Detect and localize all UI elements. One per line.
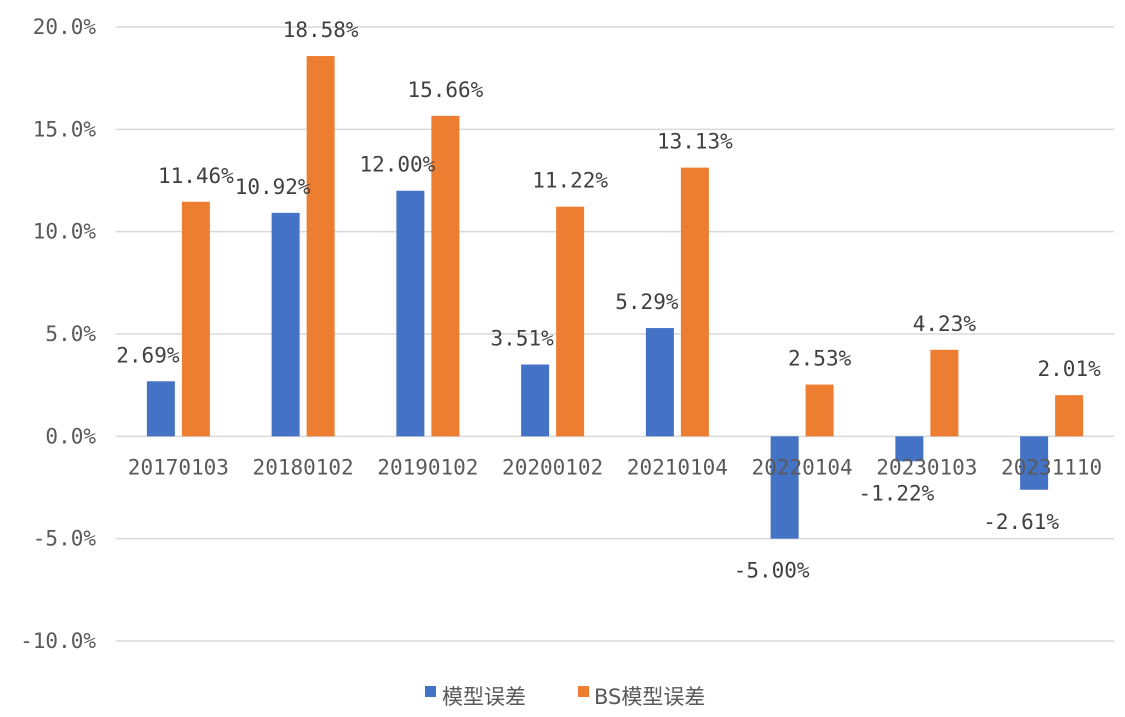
bar-model-error <box>645 328 674 437</box>
bar-model-error <box>770 436 799 539</box>
data-label-model-error: 2.69% <box>116 343 180 367</box>
bar-model-error <box>521 364 550 437</box>
data-label-bs-model-error: 11.46% <box>158 164 234 188</box>
bar-model-error <box>1020 436 1049 490</box>
bar-model-error <box>271 212 300 437</box>
data-label-model-error: -1.22% <box>858 481 934 505</box>
x-tick-label: 20231110 <box>1001 455 1102 479</box>
data-label-bs-model-error: 11.22% <box>532 169 608 193</box>
x-tick-label: 20200102 <box>502 455 603 479</box>
bar-bs-model-error <box>1055 395 1084 437</box>
x-axis-ticks: 20170103 20180102 20190102 20200102 20210104… <box>128 455 1102 479</box>
y-axis-ticks: 20.0% 15.0% 10.0% 5.0% 0.0% -5.0% -10.0% <box>20 15 96 653</box>
bar-bs-model-error <box>181 201 210 437</box>
data-label-bs-model-error: 13.13% <box>657 130 733 154</box>
legend-swatch-bs-model-error <box>578 686 589 697</box>
y-tick-label: 0.0% <box>45 424 96 448</box>
data-label-model-error: 3.51% <box>491 326 555 350</box>
x-tick-label: 20230103 <box>876 455 977 479</box>
legend-label-bs-model-error: BS模型误差 <box>594 685 705 709</box>
y-tick-label: 20.0% <box>33 15 97 39</box>
bar-bs-model-error <box>930 349 959 437</box>
data-labels: 2.69% 11.46% 10.92% 18.58% 12.00% 15.66% 3.51%… <box>116 18 1101 583</box>
data-label-bs-model-error: 15.66% <box>407 78 483 102</box>
bar-model-error <box>396 190 425 437</box>
legend: 模型误差 BS模型误差 <box>425 685 705 709</box>
y-tick-label: 5.0% <box>45 322 96 346</box>
data-label-bs-model-error: 2.53% <box>788 347 852 371</box>
data-label-bs-model-error: 18.58% <box>283 18 359 42</box>
bars <box>146 56 1084 539</box>
x-tick-label: 20220104 <box>752 455 853 479</box>
legend-swatch-model-error <box>425 686 436 697</box>
bar-bs-model-error <box>805 384 834 437</box>
y-tick-label: 10.0% <box>33 220 97 244</box>
legend-label-model-error: 模型误差 <box>442 685 526 709</box>
x-tick-label: 20190102 <box>377 455 478 479</box>
data-label-model-error: 12.00% <box>359 153 435 177</box>
bar-bs-model-error <box>306 56 335 437</box>
x-tick-label: 20170103 <box>128 455 229 479</box>
data-label-bs-model-error: 2.01% <box>1038 357 1102 381</box>
bar-bs-model-error <box>680 167 709 437</box>
y-tick-label: 15.0% <box>33 117 97 141</box>
x-tick-label: 20210104 <box>627 455 728 479</box>
data-label-model-error: 10.92% <box>235 175 311 199</box>
data-label-model-error: 5.29% <box>615 290 679 314</box>
bar-model-error <box>146 381 175 437</box>
bar-bs-model-error <box>431 115 460 437</box>
bar-bs-model-error <box>556 206 585 437</box>
data-label-bs-model-error: 4.23% <box>913 312 977 336</box>
data-label-model-error: -2.61% <box>983 510 1059 534</box>
data-label-model-error: -5.00% <box>734 559 810 583</box>
y-tick-label: -5.0% <box>33 527 97 551</box>
x-tick-label: 20180102 <box>253 455 354 479</box>
bar-model-error <box>895 436 924 462</box>
y-tick-label: -10.0% <box>20 629 96 653</box>
